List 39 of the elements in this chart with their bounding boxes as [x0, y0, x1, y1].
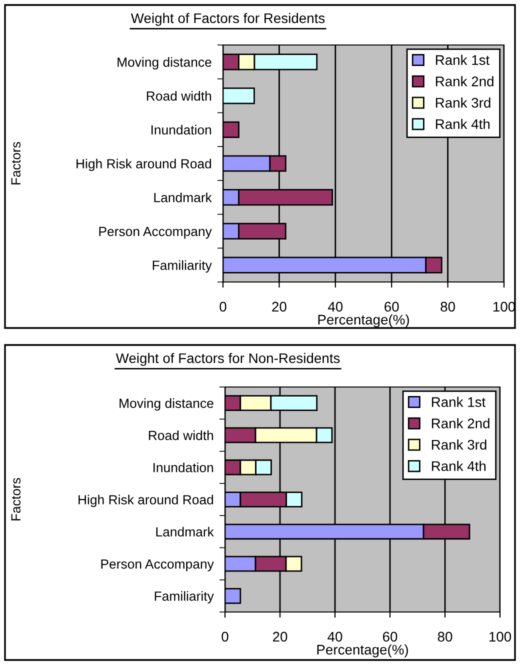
y-tick-label: Inundation	[151, 124, 212, 135]
x-axis-title: Percentage(%)	[317, 644, 408, 658]
y-tick-label: Familiarity	[152, 260, 212, 273]
legend-label: Rank 3rd	[432, 440, 486, 450]
y-tick-label: Road width	[148, 430, 214, 440]
x-tick-label: 100	[489, 632, 512, 642]
y-axis-title: Factors	[11, 142, 21, 184]
legend-label: Rank 4th	[432, 460, 486, 472]
y-tick-label: Landmark	[154, 192, 212, 202]
y-tick-label: Familiarity	[154, 591, 214, 604]
x-tick-label: 0	[220, 302, 226, 312]
legend-label: Rank 2nd	[436, 76, 494, 86]
y-tick-label: Road width	[146, 91, 212, 101]
x-tick-label: 40	[328, 302, 343, 312]
x-axis-title: Percentage(%)	[318, 314, 409, 328]
x-tick-label: 60	[382, 632, 398, 642]
legend-label: Rank 4th	[436, 118, 490, 130]
y-tick-label: Moving distance	[118, 57, 212, 70]
y-tick-label: Person Accompany	[99, 226, 212, 239]
x-tick-label: 80	[440, 302, 455, 312]
y-axis-title: Factors	[11, 478, 21, 520]
legend-label: Rank 2nd	[432, 418, 490, 428]
y-tick-label: Person Accompany	[101, 559, 214, 572]
y-tick-label: Moving distance	[120, 398, 214, 411]
legend-label: Rank 3rd	[436, 98, 490, 108]
x-tick-label: 60	[384, 302, 399, 312]
y-tick-label: High Risk around Road	[76, 158, 212, 172]
chart-title: Weight of Factors for Non-Residents	[116, 352, 340, 366]
x-tick-label: 20	[272, 302, 286, 312]
x-tick-label: 40	[328, 632, 342, 642]
legend-label: Rank 1st	[436, 54, 490, 65]
legend-label: Rank 1st	[432, 396, 486, 407]
x-tick-label: 80	[438, 632, 452, 642]
x-tick-label: 0	[222, 632, 228, 642]
y-tick-label: Landmark	[156, 526, 214, 537]
chart-title: Weight of Factors for Residents	[130, 12, 325, 26]
y-tick-label: Inundation	[153, 462, 214, 472]
y-tick-label: High Risk around Road	[78, 494, 214, 508]
x-tick-label: 20	[272, 632, 288, 642]
